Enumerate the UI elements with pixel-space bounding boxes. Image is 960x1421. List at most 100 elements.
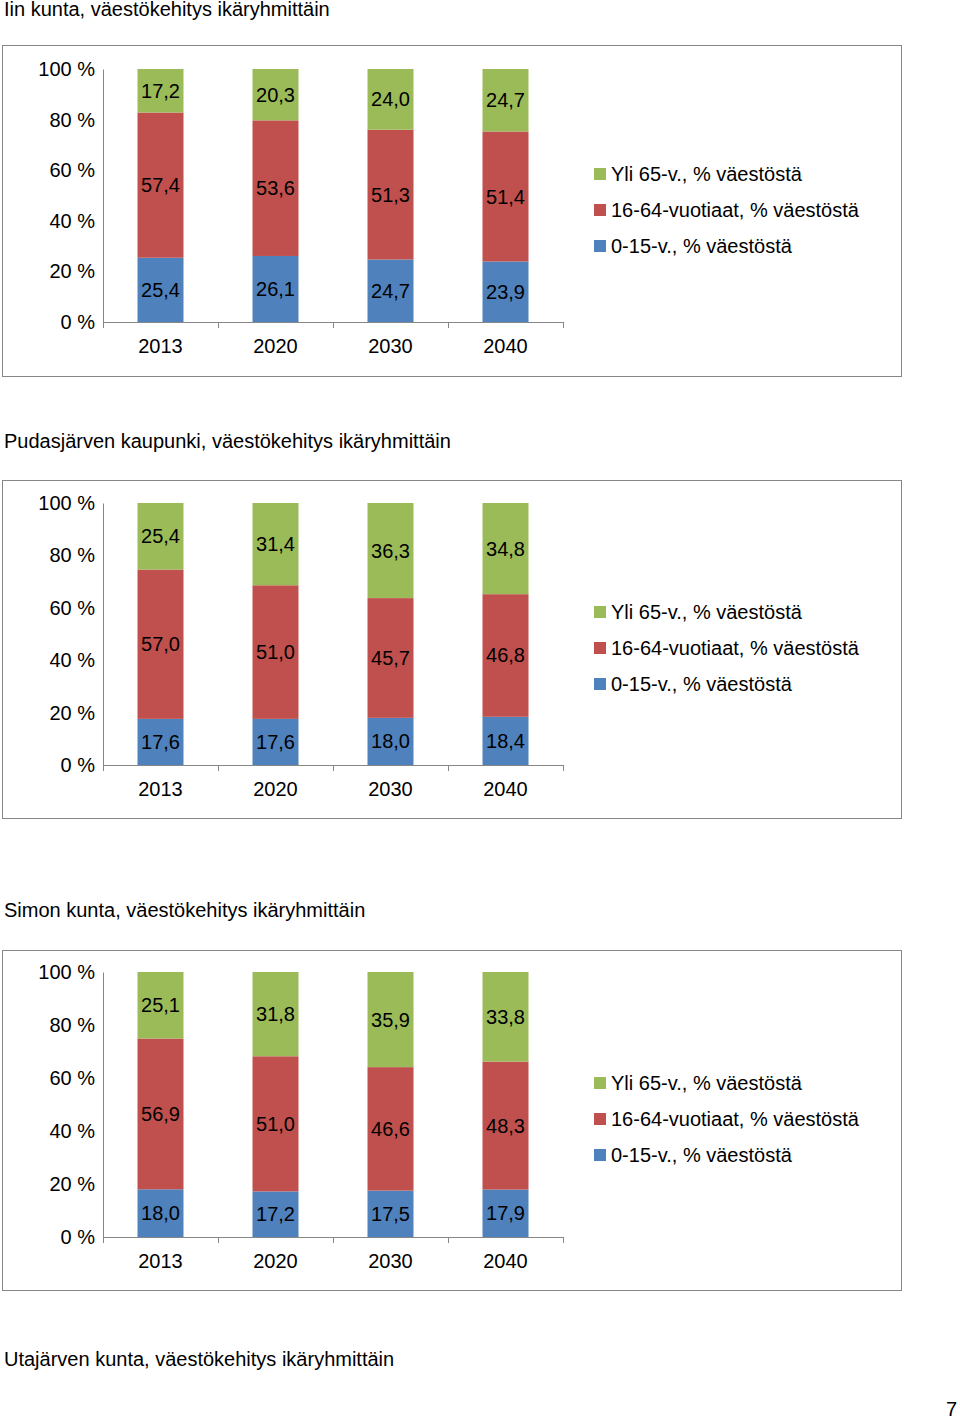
x-tick: 2040: [483, 1237, 528, 1272]
data-label: 56,9: [141, 1103, 180, 1125]
bar: [138, 570, 184, 719]
y-tick-label: 80 %: [49, 109, 95, 131]
bar: [483, 717, 529, 765]
bar: [253, 719, 299, 765]
data-label: 18,0: [371, 730, 410, 752]
data-label: 17,6: [256, 731, 295, 753]
y-tick: 20 %: [49, 702, 103, 724]
y-tick: 40 %: [49, 1120, 103, 1142]
y-tick-label: 40 %: [49, 649, 95, 671]
bar: [253, 256, 299, 322]
x-tick-label: 2013: [138, 778, 183, 800]
page-number: 7: [946, 1398, 957, 1420]
y-tick-label: 20 %: [49, 702, 95, 724]
y-tick-label: 0 %: [61, 1226, 96, 1248]
page-heading: Utajärven kunta, väestökehitys ikäryhmit…: [4, 1348, 394, 1370]
legend: Yli 65-v., % väestöstä16-64-vuotiaat, % …: [594, 163, 860, 257]
chart: Pudasjärven kaupunki, väestökehitys ikär…: [3, 430, 902, 819]
bar: [368, 972, 414, 1067]
legend-label: 16-64-vuotiaat, % väestöstä: [611, 637, 860, 659]
data-label: 35,9: [371, 1009, 410, 1031]
data-label: 45,7: [371, 647, 410, 669]
category-separator: [448, 322, 449, 328]
y-tick-label: 100 %: [38, 961, 95, 983]
category-separator: [333, 1237, 334, 1243]
y-tick: 80 %: [49, 544, 103, 566]
bar: [138, 69, 184, 113]
x-tick-label: 2013: [138, 1250, 183, 1272]
x-axis: 2013202020302040: [104, 765, 564, 800]
y-tick-label: 0 %: [61, 754, 96, 776]
legend-label: 16-64-vuotiaat, % väestöstä: [611, 199, 860, 221]
bar: [483, 69, 529, 131]
x-tick-label: 2020: [253, 335, 298, 357]
category-separator: [218, 1237, 219, 1243]
y-tick-label: 100 %: [38, 58, 95, 80]
legend-label: Yli 65-v., % väestöstä: [611, 1072, 803, 1094]
y-tick: 60 %: [49, 159, 103, 181]
data-label: 25,1: [141, 994, 180, 1016]
x-tick: 2030: [368, 322, 413, 357]
legend-swatch: [594, 240, 606, 252]
bar: [368, 260, 414, 322]
bar: [253, 1056, 299, 1191]
x-tick-label: 2040: [483, 335, 528, 357]
category-separator: [218, 765, 219, 771]
category-separator: [103, 765, 104, 771]
x-tick-label: 2030: [368, 778, 413, 800]
data-label: 17,5: [371, 1203, 410, 1225]
y-tick-label: 60 %: [49, 159, 95, 181]
data-label: 46,8: [486, 644, 525, 666]
chart-frame: [3, 481, 902, 819]
data-label: 25,4: [141, 525, 180, 547]
bar: [368, 503, 414, 598]
x-tick: 2020: [253, 322, 298, 357]
y-tick: 60 %: [49, 1067, 103, 1089]
bar: [483, 262, 529, 322]
y-tick: 20 %: [49, 260, 103, 282]
data-label: 51,0: [256, 641, 295, 663]
bar: [368, 1191, 414, 1237]
x-tick: 2020: [253, 1237, 298, 1272]
category-separator: [333, 765, 334, 771]
x-tick: 2013: [138, 765, 183, 800]
y-tick-label: 80 %: [49, 544, 95, 566]
chart: Iin kunta, väestökehitys ikäryhmittäin0 …: [3, 0, 902, 377]
y-tick: 100 %: [38, 58, 103, 80]
data-label: 53,6: [256, 177, 295, 199]
legend-label: Yli 65-v., % väestöstä: [611, 601, 803, 623]
bar: [253, 69, 299, 120]
chart-title: Simon kunta, väestökehitys ikäryhmittäin: [4, 899, 365, 921]
data-label: 23,9: [486, 281, 525, 303]
y-tick-label: 60 %: [49, 597, 95, 619]
x-tick: 2040: [483, 765, 528, 800]
x-tick-label: 2020: [253, 1250, 298, 1272]
chart-frame: [3, 46, 902, 377]
x-tick: 2013: [138, 322, 183, 357]
category-separator: [103, 322, 104, 328]
category-separator: [448, 1237, 449, 1243]
bar: [483, 1062, 529, 1190]
legend-swatch: [594, 642, 606, 654]
y-tick-label: 20 %: [49, 260, 95, 282]
data-label: 20,3: [256, 84, 295, 106]
data-label: 51,0: [256, 1113, 295, 1135]
bar: [483, 972, 529, 1062]
y-axis-line: [103, 70, 104, 323]
y-tick-label: 60 %: [49, 1067, 95, 1089]
data-label: 26,1: [256, 278, 295, 300]
bar: [138, 1189, 184, 1237]
legend: Yli 65-v., % väestöstä 16-64-vuotiaat, % …: [594, 601, 860, 695]
bar: [253, 503, 299, 585]
y-axis: 0 %20 %40 %60 %80 %100 %: [38, 961, 103, 1248]
legend-label: 0-15-v., % väestöstä: [611, 1144, 793, 1166]
bar: [368, 130, 414, 260]
y-axis: 0 %20 %40 %60 %80 %100 %: [38, 58, 103, 333]
data-labels: 18,017,217,517,956,951,046,648,325,131,8…: [141, 994, 525, 1225]
bar: [138, 258, 184, 322]
legend-label: 16-64-vuotiaat, % väestöstä: [611, 1108, 860, 1130]
y-axis: 0 %20 %40 %60 %80 %100 %: [38, 492, 103, 776]
data-label: 57,0: [141, 633, 180, 655]
bars: [138, 972, 529, 1237]
x-tick: 2030: [368, 765, 413, 800]
